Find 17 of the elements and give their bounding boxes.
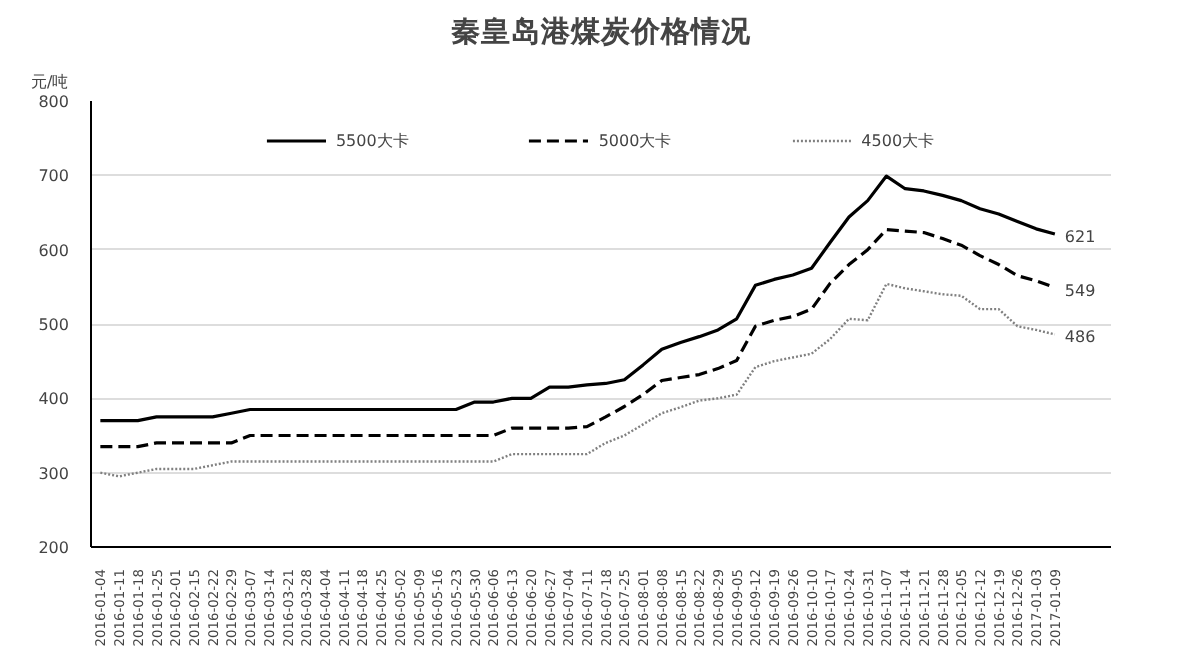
y-tick-label: 200 — [38, 539, 70, 557]
y-tick-label: 600 — [38, 241, 70, 260]
line-series — [99, 282, 1057, 478]
data-label: 486 — [1064, 328, 1096, 347]
y-tick-label: 300 — [38, 464, 70, 483]
y-tick-label: 800 — [38, 93, 70, 111]
legend-label: 4500大卡 — [861, 129, 935, 151]
y-tick-label: 400 — [38, 390, 70, 409]
legend-label: 5000大卡 — [598, 129, 672, 151]
y-tick-label: 700 — [38, 167, 70, 186]
data-label: 621 — [1064, 228, 1096, 247]
line-series — [98, 174, 1057, 423]
y-axis-title: 元/吨 — [31, 73, 69, 91]
data-label: 549 — [1064, 281, 1096, 300]
legend-label: 5500大卡 — [335, 129, 409, 151]
y-tick-label: 500 — [38, 316, 70, 334]
chart-title: 秦皇岛港煤炭价格情况 — [451, 15, 753, 49]
